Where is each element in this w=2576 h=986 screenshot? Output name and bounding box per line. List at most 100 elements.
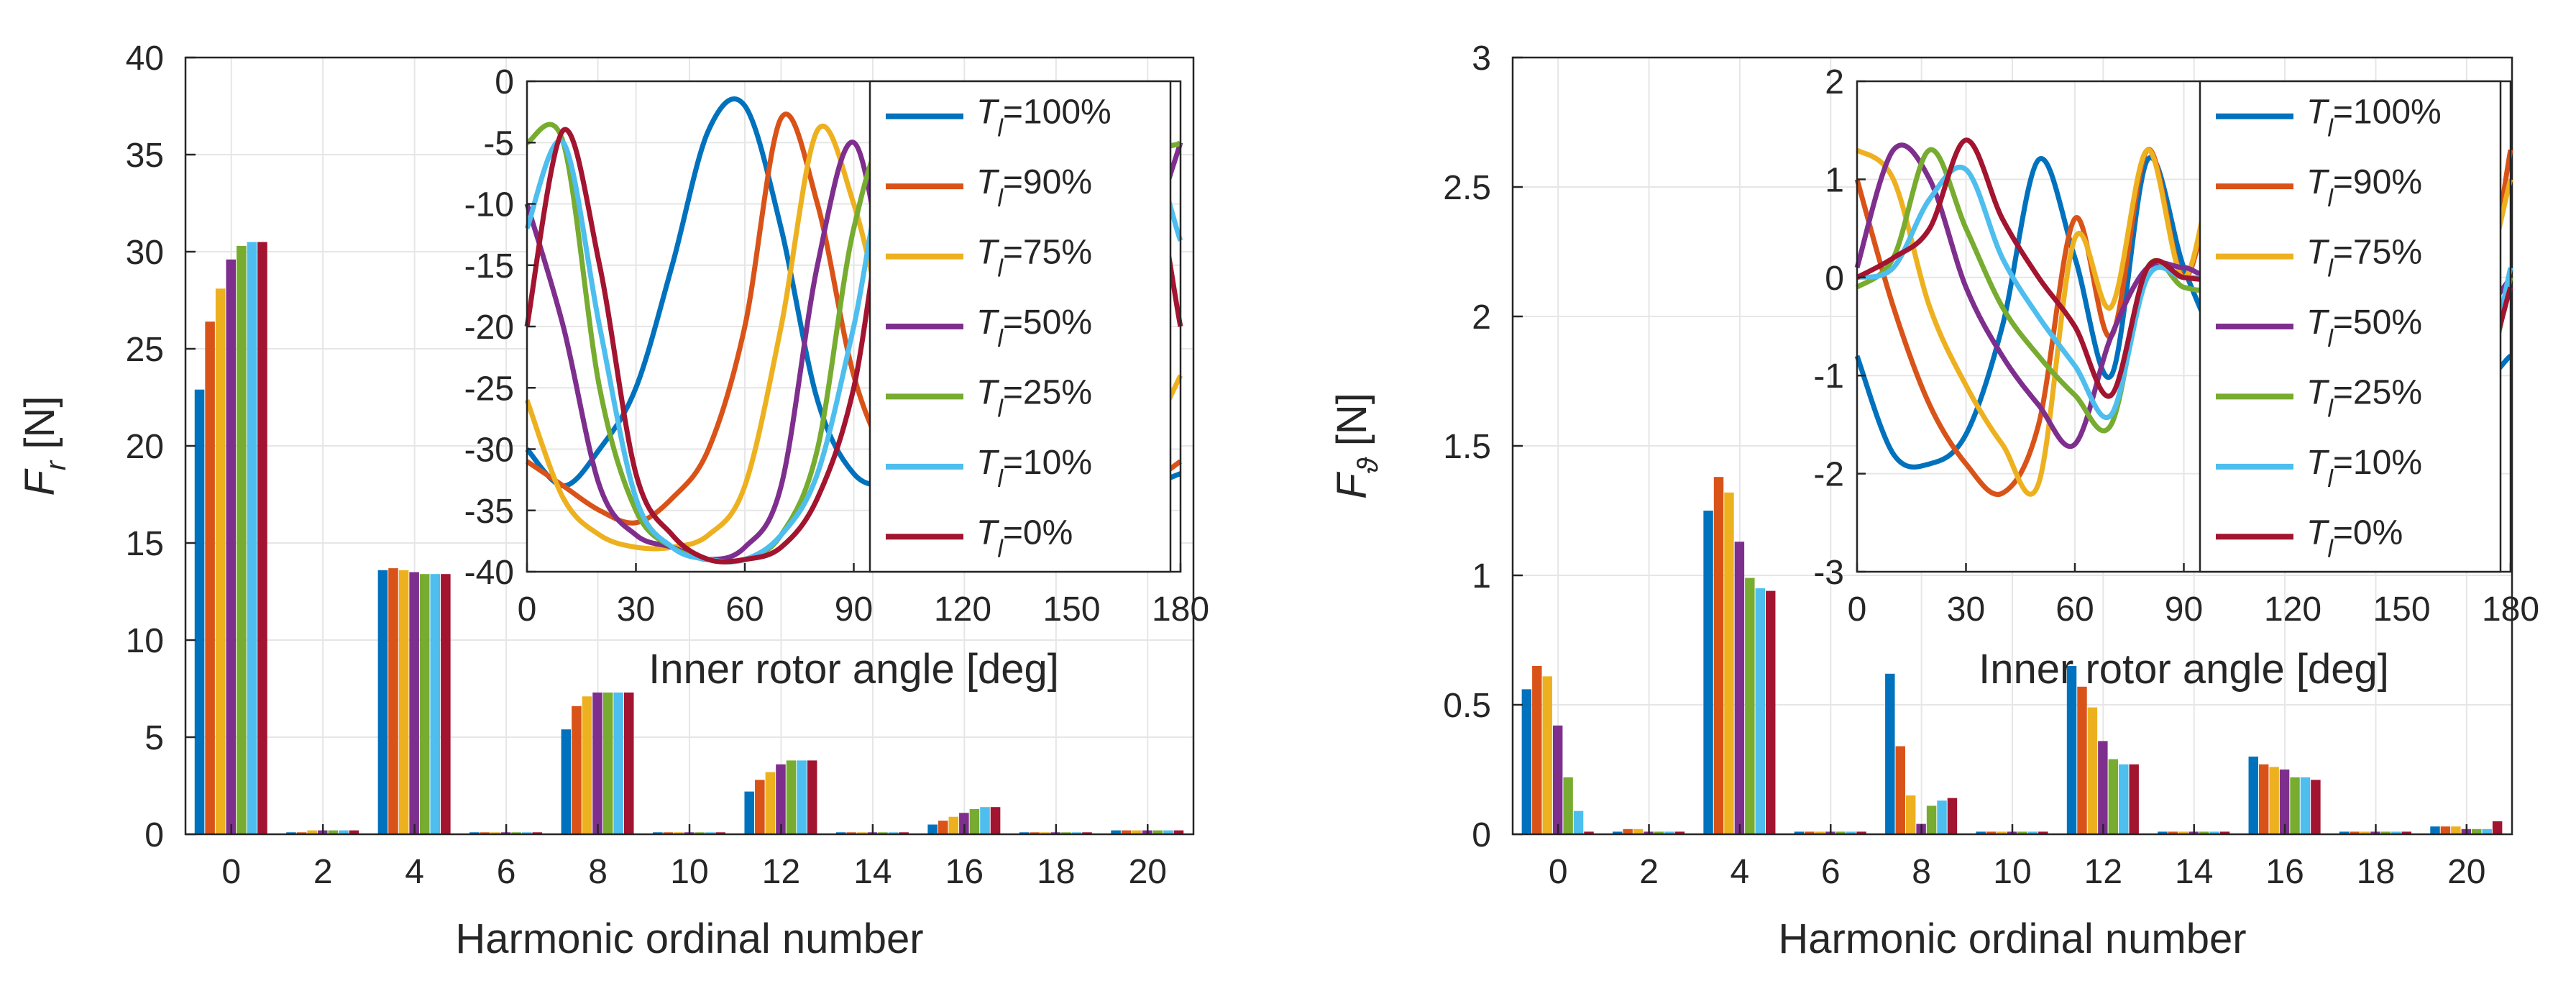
x-axis-label: Harmonic ordinal number: [1778, 916, 2246, 962]
legend: Tl=100%Tl=90%Tl=75%Tl=50%Tl=25%Tl=10%Tl=…: [2199, 80, 2502, 573]
bar: [2038, 831, 2048, 834]
bar: [1734, 542, 1745, 834]
legend-symbol: T: [976, 303, 1000, 342]
inset-x-tick-label: 150: [2373, 590, 2430, 629]
x-tick-label: 18: [1037, 853, 1075, 891]
bar: [2119, 764, 2129, 834]
bar: [237, 245, 247, 834]
bar: [2401, 831, 2411, 834]
bar: [1082, 832, 1092, 834]
bar: [1755, 588, 1766, 834]
bar: [398, 570, 409, 834]
inset-y-tick-label: 1: [1825, 161, 1844, 199]
x-tick-label: 14: [853, 853, 891, 891]
radial-inset-chart: -40 -35 -30 -25 -20 -15 -10 -5 0 0 30 60 90 120 150 180…: [464, 63, 1209, 693]
bar: [744, 791, 755, 834]
y-axis-subscript: ϑ: [1352, 456, 1384, 473]
bar: [2279, 770, 2290, 834]
bar: [1654, 831, 1664, 834]
bar: [755, 780, 765, 834]
legend-subscript: l: [2327, 115, 2334, 142]
bar: [1713, 477, 1724, 834]
bar: [2269, 767, 2279, 834]
y-axis-unit: [N]: [17, 396, 63, 461]
inset-x-tick-label: 0: [1848, 590, 1867, 629]
x-tick-label: 2: [1639, 853, 1659, 891]
x-tick-label: 4: [405, 853, 424, 891]
bar: [2472, 828, 2482, 834]
legend-symbol: T: [2306, 444, 2330, 482]
bar: [1152, 830, 1163, 834]
inset-y-tick-label: -2: [1813, 456, 1844, 494]
bar: [1030, 832, 1040, 834]
x-tick-label: 12: [762, 853, 800, 891]
bar: [948, 816, 959, 834]
bar: [1563, 777, 1573, 834]
bar: [2290, 777, 2300, 834]
legend-value: =100%: [2333, 93, 2442, 132]
bar: [2339, 831, 2350, 834]
bar: [2492, 821, 2503, 834]
y-tick-label: 30: [126, 234, 164, 272]
inset-x-tick-label: 0: [518, 590, 537, 629]
bar: [572, 706, 582, 834]
legend-label: Tl=50%: [976, 303, 1092, 352]
inset-y-tick-label: -1: [1813, 357, 1844, 396]
y-tick-label: 0: [145, 816, 164, 854]
bar: [1937, 800, 1947, 834]
y-tick-label: 20: [126, 428, 164, 466]
bar: [1173, 830, 1184, 834]
bar: [2077, 686, 2087, 834]
bar: [1846, 831, 1856, 834]
bar: [1163, 830, 1173, 834]
bar: [1633, 828, 1644, 834]
legend-subscript: l: [997, 185, 1004, 212]
legend-label: Tl=0%: [2306, 513, 2403, 562]
x-axis-label: Harmonic ordinal number: [455, 916, 923, 962]
bar: [1745, 578, 1755, 834]
bar: [2027, 831, 2038, 834]
bar: [1532, 666, 1542, 834]
bar: [2199, 831, 2209, 834]
bar: [490, 832, 500, 834]
legend-label: Tl=90%: [2306, 163, 2422, 212]
y-tick-label: 0: [1472, 816, 1491, 854]
bar: [1584, 831, 1594, 834]
bar: [1040, 832, 1050, 834]
bar: [1542, 676, 1552, 834]
bar: [328, 830, 339, 834]
x-tick-label: 8: [588, 853, 608, 891]
inset-x-tick-label: 30: [617, 590, 655, 629]
inset-x-tick-label: 150: [1042, 590, 1100, 629]
y-tick-label: 1: [1472, 557, 1491, 595]
bar: [1805, 831, 1815, 834]
bar: [2168, 831, 2178, 834]
y-axis-subscript: r: [40, 460, 72, 470]
bar: [888, 832, 899, 834]
inset-x-tick-label: 60: [2055, 590, 2094, 629]
bar: [1573, 811, 1584, 834]
bar: [1111, 830, 1121, 834]
bar: [1976, 831, 1986, 834]
bar: [194, 389, 205, 834]
x-tick-label: 0: [1549, 853, 1568, 891]
bar: [857, 832, 867, 834]
bar: [377, 570, 388, 834]
bar: [1766, 590, 1776, 834]
bar: [1552, 725, 1563, 834]
bar: [2440, 826, 2451, 834]
legend-subscript: l: [2327, 255, 2334, 283]
bar: [247, 242, 257, 834]
bar: [307, 830, 317, 834]
legend-label: Tl=50%: [2306, 303, 2422, 352]
bar: [226, 259, 237, 834]
y-tick-label: 3: [1472, 40, 1491, 78]
x-tick-label: 18: [2357, 853, 2395, 891]
legend-label: Tl=25%: [976, 373, 1092, 422]
bar: [990, 807, 1001, 834]
bar: [715, 832, 725, 834]
x-tick-label: 16: [2265, 853, 2304, 891]
bar: [695, 832, 705, 834]
